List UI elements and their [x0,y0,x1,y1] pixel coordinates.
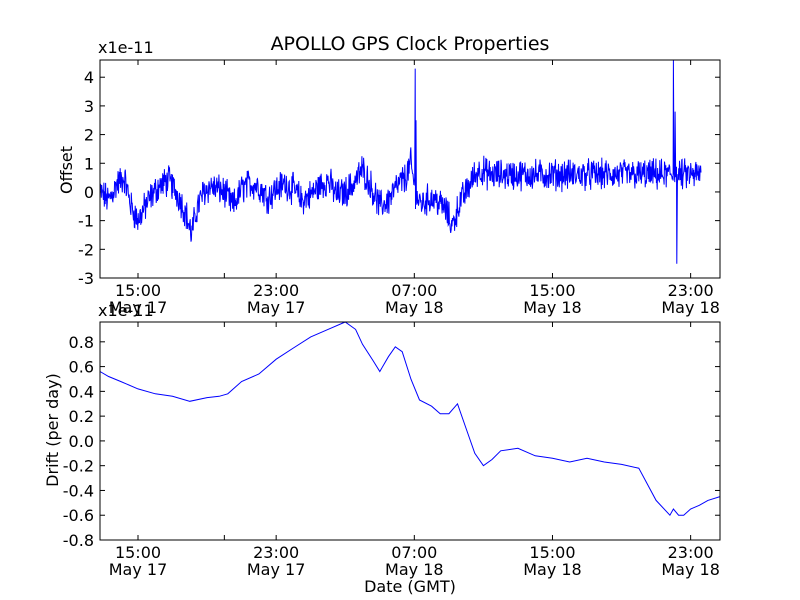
offset-x-tick-date: May 18 [385,298,444,317]
drift-y-tick-label: 0.2 [69,407,94,426]
drift-x-tick-date: May 17 [109,560,168,579]
drift-x-axis-label: Date (GMT) [364,577,456,596]
drift-panel: x1e-11 Drift (per day) -0.8 -0.6 -0.4 -0.2 0… [43,301,721,596]
offset-x-tick-date: May 17 [109,298,168,317]
offset-y-tick-label: 2 [84,126,94,145]
offset-y-ticks: -3 -2 -1 0 1 2 3 4 [78,68,720,288]
drift-y-tick-label: -0.6 [63,506,94,525]
drift-x-tick-date: May 18 [385,560,444,579]
offset-y-tick-label: 4 [84,68,94,87]
drift-x-tick-time: 15:00 [115,543,161,562]
drift-y-tick-label: 0.4 [69,382,94,401]
offset-y-tick-label: 0 [84,183,94,202]
drift-series-line [99,321,721,517]
offset-y-tick-label: 1 [84,154,94,173]
offset-x-tick-date: May 17 [247,298,306,317]
drift-y-tick-label: 0.6 [69,358,94,377]
drift-x-tick-date: May 18 [523,560,582,579]
drift-x-tick-time: 23:00 [668,543,714,562]
drift-scale-label: x1e-11 [98,301,154,320]
drift-x-tick-time: 07:00 [391,543,437,562]
offset-plot-frame [99,59,721,279]
offset-y-tick-label: -2 [78,240,94,259]
drift-y-tick-label: 0.0 [69,432,94,451]
offset-x-tick-time: 23:00 [253,281,299,300]
offset-x-tick-date: May 18 [661,298,720,317]
drift-y-tick-label: -0.4 [63,481,94,500]
offset-x-tick-date: May 18 [523,298,582,317]
offset-y-tick-label: 3 [84,97,94,116]
drift-x-tick-time: 23:00 [253,543,299,562]
offset-x-tick-time: 15:00 [529,281,575,300]
drift-y-ticks: -0.8 -0.6 -0.4 -0.2 0.0 0.2 0.4 0.6 0.8 [63,333,720,550]
offset-x-tick-time: 15:00 [115,281,161,300]
drift-x-tick-date: May 18 [661,560,720,579]
offset-series-line [99,59,702,264]
offset-x-tick-time: 07:00 [391,281,437,300]
drift-y-axis-label: Drift (per day) [43,373,62,487]
drift-plot-frame [99,321,721,541]
drift-y-tick-label: 0.8 [69,333,94,352]
offset-y-tick-label: -3 [78,269,94,288]
drift-y-tick-label: -0.8 [63,531,94,550]
drift-y-tick-label: -0.2 [63,457,94,476]
offset-scale-label: x1e-11 [98,38,154,57]
offset-x-tick-time: 23:00 [668,281,714,300]
chart-title: APOLLO GPS Clock Properties [271,33,550,55]
offset-y-axis-label: Offset [57,146,76,194]
offset-y-tick-label: -1 [78,212,94,231]
drift-x-tick-time: 15:00 [529,543,575,562]
drift-x-tick-date: May 17 [247,560,306,579]
